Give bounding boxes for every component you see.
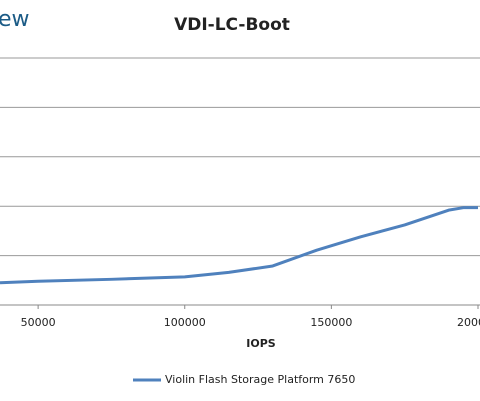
x-tick-label: 150000 [310,316,352,329]
logo: ew [0,7,30,32]
data-line [0,206,478,285]
legend-label: Violin Flash Storage Platform 7650 [165,373,355,386]
x-tick-label: 200000 [457,316,480,329]
x-tick-label: 100000 [164,316,206,329]
chart-title: VDI-LC-Boot [174,15,290,35]
x-axis-title: IOPS [246,337,276,350]
x-tick-label: 50000 [21,316,56,329]
